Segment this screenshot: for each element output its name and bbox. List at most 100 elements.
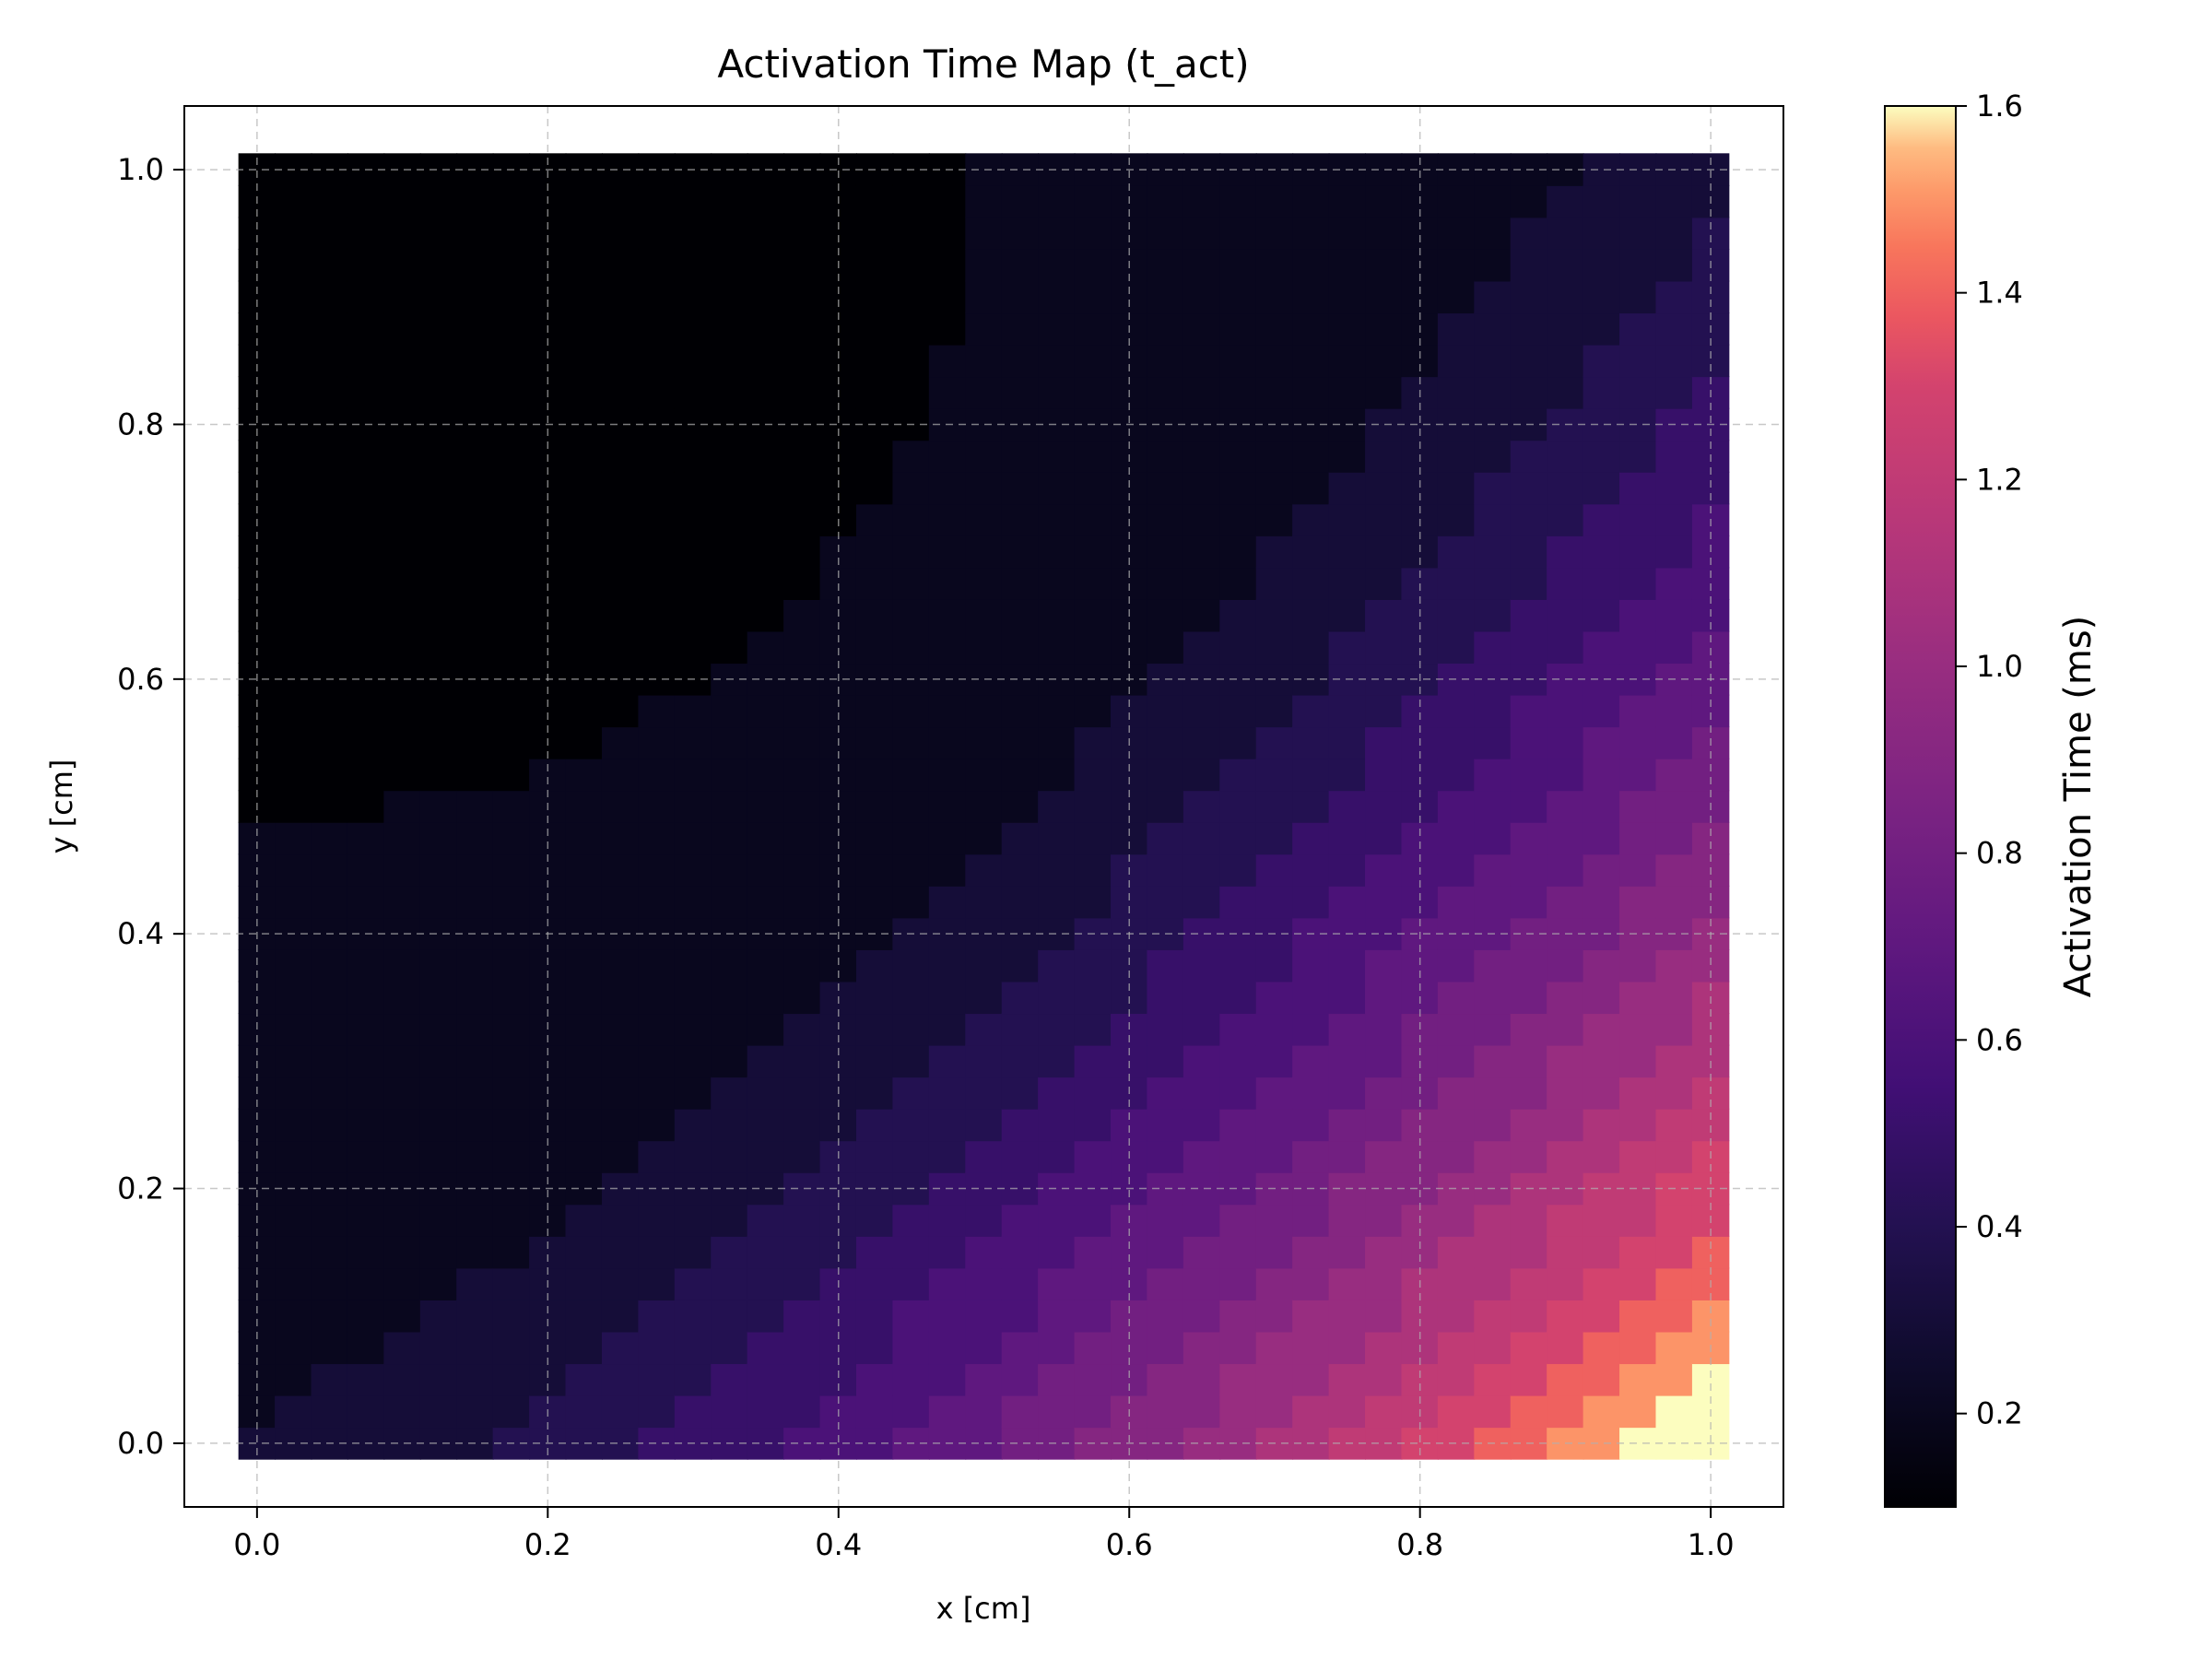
heatmap-cell (419, 280, 458, 314)
y-tick-label: 0.8 (117, 406, 164, 441)
heatmap-cell (1328, 1108, 1367, 1142)
heatmap-cell (1583, 853, 1621, 887)
heatmap-cell (492, 440, 531, 473)
heatmap-cell (1510, 440, 1548, 473)
heatmap-cell (892, 1140, 930, 1173)
heatmap-cell (747, 758, 785, 792)
heatmap-cell (1547, 1363, 1584, 1396)
heatmap-cell (1547, 821, 1584, 855)
heatmap-cell (456, 280, 494, 314)
heatmap-cell (1182, 1394, 1221, 1429)
colorbar-tick-label: 0.2 (1976, 1396, 2023, 1431)
heatmap-cell (1547, 567, 1584, 600)
heatmap-cell (928, 853, 967, 887)
plot-frame (183, 105, 1784, 1508)
heatmap-cell (965, 1204, 1003, 1237)
heatmap-cell (855, 821, 894, 855)
heatmap-cell (1547, 1235, 1584, 1269)
heatmap-cell (565, 1299, 603, 1333)
heatmap-cell (347, 1140, 385, 1173)
heatmap-cell (456, 440, 494, 473)
heatmap-cell (855, 1013, 894, 1046)
heatmap-cell (638, 567, 676, 600)
heatmap-cell (1510, 376, 1548, 409)
heatmap-cell (419, 1044, 458, 1078)
heatmap-cell (674, 1394, 712, 1429)
heatmap-cell (855, 694, 894, 728)
heatmap-cell (1219, 821, 1257, 855)
heatmap-cell (1474, 1204, 1512, 1237)
colorbar (1884, 105, 1957, 1508)
heatmap-cell (1147, 948, 1184, 982)
heatmap-cell (1510, 1013, 1548, 1046)
heatmap-cell (1619, 312, 1657, 346)
heatmap-cell (1255, 184, 1294, 218)
heatmap-cell (1147, 694, 1184, 728)
heatmap-cell (1365, 1108, 1403, 1142)
heatmap-cell (1365, 630, 1403, 665)
heatmap-cell (1074, 1331, 1112, 1365)
heatmap-cell (1619, 1363, 1657, 1396)
heatmap-cell (1219, 663, 1257, 696)
heatmap-cell (1038, 1108, 1076, 1142)
heatmap-cell (275, 440, 312, 473)
heatmap-cell (1328, 758, 1367, 792)
heatmap-cell (1328, 1363, 1367, 1396)
heatmap-cell (1147, 217, 1184, 250)
heatmap-cell (638, 312, 676, 346)
heatmap-cell (1292, 821, 1330, 855)
heatmap-cell (1147, 981, 1184, 1015)
heatmap-cell (1182, 1331, 1221, 1365)
heatmap-cell (1292, 981, 1330, 1015)
heatmap-cell (529, 821, 567, 855)
heatmap-cell (492, 1363, 531, 1396)
heatmap-cell (1547, 853, 1584, 887)
heatmap-cell (492, 1331, 531, 1365)
heatmap-cell (275, 280, 312, 314)
heatmap-cell (565, 1394, 603, 1429)
heatmap-cell (383, 1299, 421, 1333)
heatmap-cell (892, 1363, 930, 1396)
heatmap-cell (855, 598, 894, 632)
heatmap-cell (965, 948, 1003, 982)
heatmap-cell (383, 217, 421, 250)
heatmap-cell (1474, 948, 1512, 982)
heatmap-cell (892, 1235, 930, 1269)
heatmap-cell (1001, 630, 1040, 665)
heatmap-cell (1255, 1363, 1294, 1396)
heatmap-cell (1038, 1204, 1076, 1237)
heatmap-cell (1219, 1108, 1257, 1142)
heatmap-cell (1474, 758, 1512, 792)
heatmap-cell (238, 758, 276, 792)
heatmap-cell (1219, 503, 1257, 536)
heatmap-cell (275, 248, 312, 282)
heatmap-cell (638, 535, 676, 569)
heatmap-cell (1328, 535, 1367, 569)
heatmap-cell (1619, 1140, 1657, 1173)
heatmap-cell (1619, 1267, 1657, 1300)
heatmap-cell (419, 1235, 458, 1269)
heatmap-cell (638, 630, 676, 665)
heatmap-cell (1365, 153, 1403, 186)
heatmap-cell (819, 217, 857, 250)
heatmap-cell (1583, 440, 1621, 473)
heatmap-cell (565, 376, 603, 409)
heatmap-cell (311, 726, 348, 759)
heatmap-cell (638, 1394, 676, 1429)
heatmap-cell (1219, 184, 1257, 218)
heatmap-cell (529, 280, 567, 314)
heatmap-cell (747, 1140, 785, 1173)
heatmap-cell (1619, 853, 1657, 887)
heatmap-cell (711, 503, 748, 536)
heatmap-cell (1583, 1394, 1621, 1429)
heatmap-cell (1182, 1299, 1221, 1333)
heatmap-cell (1365, 758, 1403, 792)
heatmap-cell (419, 376, 458, 409)
heatmap-cell (1038, 312, 1076, 346)
heatmap-cell (747, 1108, 785, 1142)
heatmap-cell (1219, 1427, 1257, 1460)
heatmap-cell (783, 1394, 821, 1429)
heatmap-cell (1510, 948, 1548, 982)
heatmap-cell (1074, 280, 1112, 314)
heatmap-cell (1255, 758, 1294, 792)
